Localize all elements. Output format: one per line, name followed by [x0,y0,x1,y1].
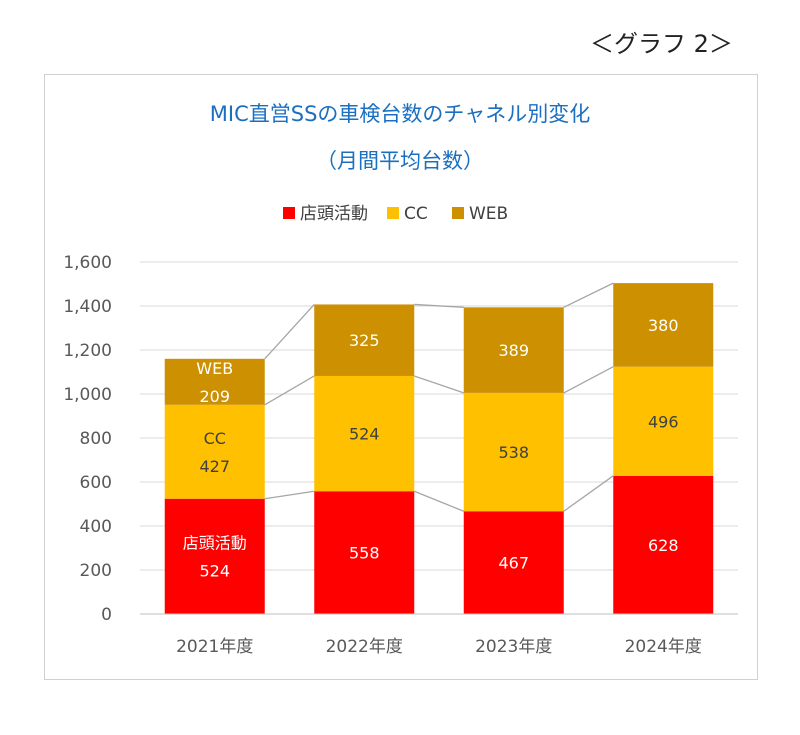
data-label-series: CC [204,429,226,448]
y-tick-label: 400 [80,517,112,537]
chart-subtitle: （月間平均台数） [316,149,484,173]
x-tick-label: 2022年度 [326,637,403,657]
bar-CC [463,392,564,512]
data-label: 467 [498,554,529,573]
data-label: 628 [648,536,679,555]
legend-label: WEB [469,204,508,224]
bar-WEB [314,304,415,376]
y-tick-label: 600 [80,473,112,493]
data-label: 427 [199,457,230,476]
series-line [264,375,315,406]
bar-CC [314,375,415,492]
chart-frame [44,74,758,680]
data-label: 524 [199,561,230,580]
chart-title: MIC直営SSの車検台数のチャネル別変化 [209,102,591,126]
legend-swatch [387,207,399,219]
data-label: 538 [498,443,529,462]
series-line [414,490,464,512]
bar-WEB [613,283,714,367]
bar-店頭活動 [164,498,265,614]
bar-WEB [164,358,265,405]
data-label: 389 [498,341,529,360]
data-label: 558 [349,544,380,563]
bar-CC [613,366,714,476]
y-tick-label: 800 [80,429,112,449]
data-label: 209 [199,387,230,406]
legend-label: CC [404,204,428,224]
y-tick-label: 1,600 [63,253,112,273]
series-line [414,375,464,394]
data-label-series: WEB [196,359,233,378]
series-line [563,475,614,512]
series-line [414,303,464,308]
series-line [563,366,614,394]
legend-swatch [283,207,295,219]
y-tick-label: 200 [80,561,112,581]
data-label: 380 [648,316,679,335]
bar-店頭活動 [463,511,564,614]
y-tick-label: 1,200 [63,341,112,361]
data-label: 496 [648,412,679,431]
x-tick-label: 2023年度 [475,637,552,657]
data-label: 325 [349,331,380,350]
bar-CC [164,404,265,499]
legend-label: 店頭活動 [300,204,368,224]
figure-caption: ＜グラフ 2＞ [590,30,733,58]
legend-swatch [452,207,464,219]
y-tick-label: 1,000 [63,385,112,405]
data-label: 524 [349,425,380,444]
y-tick-label: 0 [101,605,112,625]
series-line [264,490,315,500]
series-line [563,282,614,308]
bar-店頭活動 [314,491,415,614]
series-line [264,304,315,360]
y-tick-label: 1,400 [63,297,112,317]
bar-WEB [463,307,564,393]
x-tick-label: 2021年度 [176,637,253,657]
data-label-series: 店頭活動 [183,533,247,552]
x-tick-label: 2024年度 [625,637,702,657]
bar-店頭活動 [613,475,714,614]
